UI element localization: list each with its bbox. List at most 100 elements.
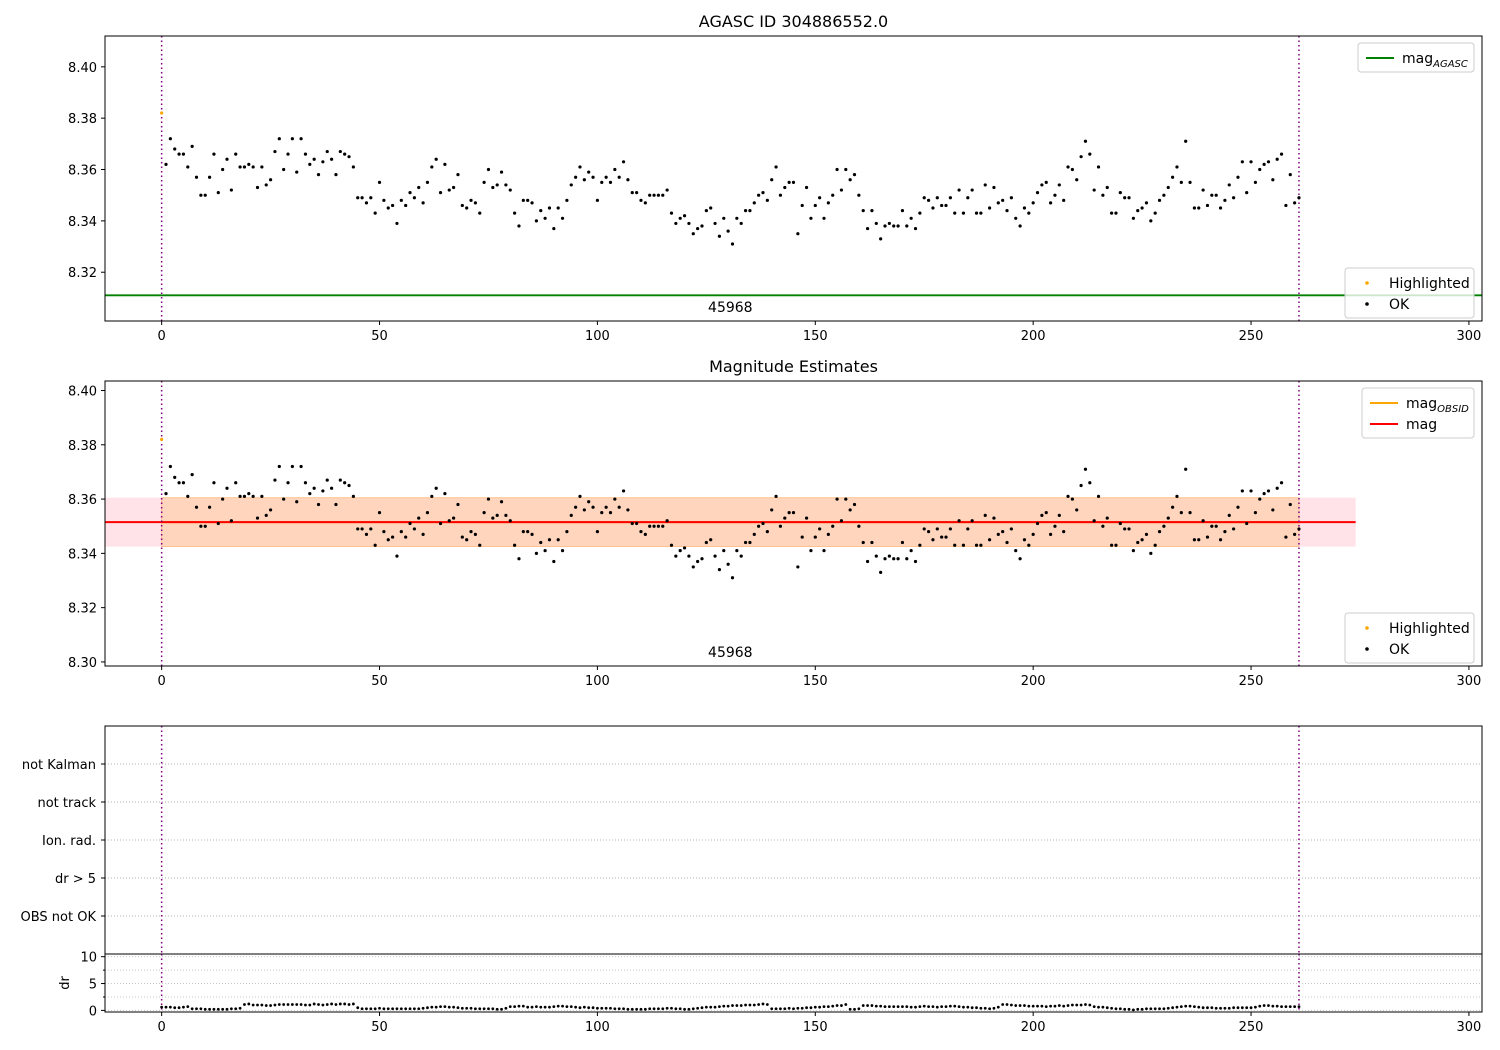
dr-point: [674, 1007, 678, 1011]
ok-point: [722, 549, 726, 553]
ok-point: [761, 191, 765, 195]
ok-point: [569, 513, 573, 517]
dr-point: [840, 1004, 843, 1007]
ok-point: [382, 198, 386, 202]
legend-label-text: mag: [1406, 417, 1437, 433]
ok-point: [608, 180, 613, 184]
ok-point: [944, 535, 948, 539]
ok-point: [325, 149, 329, 154]
ok-point: [940, 535, 944, 539]
ok-point: [234, 481, 238, 485]
dr-point: [687, 1007, 691, 1011]
ok-point: [617, 175, 621, 179]
ok-point: [813, 203, 817, 208]
ok-point: [1262, 492, 1266, 496]
dr-point: [1210, 1006, 1214, 1010]
dr-point: [1171, 1006, 1175, 1010]
ok-point: [1157, 198, 1162, 202]
dr-point: [1036, 1004, 1039, 1008]
ok-point: [730, 242, 735, 246]
ok-point: [1092, 188, 1096, 192]
dr-point: [160, 1005, 164, 1009]
ok-point: [704, 208, 708, 213]
ok-point: [173, 147, 177, 151]
ok-point: [1118, 521, 1122, 526]
ok-point: [848, 508, 852, 512]
ok-point: [199, 524, 203, 528]
ok-point: [857, 524, 861, 528]
legend-frame: [1361, 387, 1475, 439]
ok-point: [164, 492, 168, 496]
ok-point: [979, 211, 983, 215]
ok-point: [434, 486, 438, 490]
dr-point: [212, 1007, 216, 1011]
ok-point: [948, 527, 952, 531]
ok-point: [739, 554, 743, 558]
dr-point: [216, 1007, 220, 1011]
dr-point: [1232, 1006, 1236, 1010]
ok-point: [229, 188, 233, 192]
dr-point: [465, 1006, 469, 1010]
ok-point: [1062, 198, 1066, 202]
ok-point: [1188, 180, 1192, 184]
ok-point: [809, 549, 813, 553]
x-tick-label: 100: [585, 329, 610, 344]
ok-point: [1197, 206, 1201, 210]
dr-point: [203, 1007, 207, 1011]
dr-point: [1280, 1005, 1283, 1009]
ok-point: [316, 502, 321, 507]
dr-point: [391, 1007, 395, 1011]
ok-point: [935, 527, 939, 531]
dr-point: [1149, 1007, 1153, 1011]
dr-point: [713, 1005, 717, 1009]
ok-point: [282, 497, 286, 501]
dr-point: [1262, 1004, 1266, 1007]
panel-agasc-frame: [104, 35, 1483, 322]
ok-point: [1005, 540, 1009, 545]
ok-point: [604, 505, 608, 509]
ok-point: [1131, 216, 1135, 220]
ok-point: [765, 530, 769, 534]
dr-point: [164, 1005, 168, 1009]
legend-frame: [1344, 267, 1475, 319]
dr-point: [378, 1006, 381, 1010]
legend-label: Highlighted: [1389, 276, 1470, 292]
dr-point: [975, 1006, 978, 1010]
ok-point: [674, 554, 678, 558]
ok-point: [966, 196, 970, 200]
ok-point: [900, 208, 905, 213]
legend: Highlighted OK: [1344, 612, 1475, 664]
dr-point: [1131, 1008, 1135, 1012]
ok-point: [743, 540, 748, 545]
dr-point: [722, 1004, 726, 1008]
dr-point: [382, 1007, 386, 1011]
ok-point: [499, 500, 504, 504]
ok-point: [308, 492, 312, 496]
ok-point: [560, 216, 565, 220]
ok-point: [696, 559, 700, 564]
ok-point: [334, 173, 338, 177]
ok-point: [617, 505, 621, 509]
dr-point: [513, 1005, 517, 1009]
ok-point: [661, 524, 665, 528]
dr-point: [1192, 1005, 1196, 1009]
dr-point: [1005, 1003, 1009, 1006]
ok-point: [225, 486, 229, 490]
dr-point: [1245, 1006, 1249, 1010]
y-tick-label: 8.36: [68, 164, 97, 179]
ok-point: [1166, 185, 1170, 190]
dr-point: [779, 1007, 782, 1011]
ok-point: [1044, 180, 1048, 184]
dr-point: [543, 1005, 547, 1009]
dr-point: [805, 1006, 808, 1010]
ok-point: [787, 180, 791, 184]
ok-point: [752, 532, 756, 536]
highlighted-point: [160, 111, 164, 115]
ok-point: [447, 188, 451, 192]
ok-point: [1271, 178, 1275, 182]
ok-point: [743, 208, 748, 213]
legend: magAGASC: [1357, 42, 1475, 73]
ok-point: [526, 530, 530, 534]
x-tick-label: 150: [803, 1020, 828, 1035]
